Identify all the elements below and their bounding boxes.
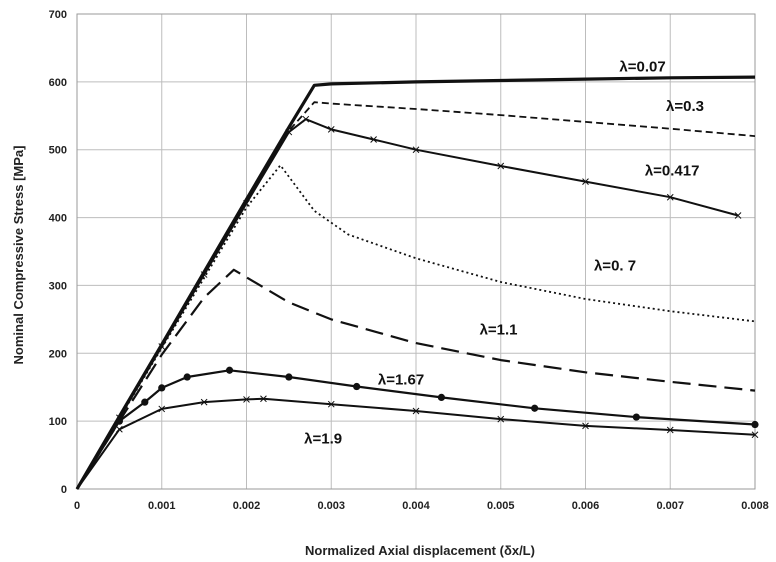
data-point	[260, 395, 267, 403]
data-point	[116, 425, 123, 433]
data-point	[327, 400, 335, 408]
data-point	[437, 393, 446, 401]
x-tick-label: 0.008	[741, 500, 769, 512]
data-point	[158, 384, 166, 392]
series-line	[76, 268, 756, 490]
series-layer	[75, 75, 759, 490]
x-tick-label: 0.001	[148, 500, 176, 512]
data-point	[243, 396, 250, 403]
data-point	[734, 212, 742, 219]
data-point	[115, 417, 123, 425]
series-label: λ=1.1	[480, 321, 518, 338]
data-point	[200, 398, 208, 406]
data-point	[353, 382, 361, 391]
data-point	[632, 413, 640, 421]
data-point	[285, 128, 293, 136]
data-point	[666, 193, 674, 201]
series-labels: λ=0.07 λ=0.3 λ=0.417 λ=0. 7 λ=1.1 λ=1.67 λ=1.9	[304, 59, 704, 448]
data-point	[582, 422, 589, 430]
x-tick-label: 0.004	[402, 500, 430, 512]
x-tick-label: 0.006	[572, 500, 600, 512]
x-tick-label: 0.005	[487, 500, 515, 512]
data-point	[200, 271, 208, 278]
y-axis-title: Nominal Compressive Stress [MPa]	[11, 146, 26, 365]
data-point	[141, 398, 149, 406]
data-point	[412, 146, 420, 154]
data-point	[751, 420, 759, 429]
data-point	[497, 162, 505, 170]
data-point	[285, 373, 293, 381]
x-tick-label: 0	[74, 500, 80, 512]
series-label: λ=1.67	[378, 372, 424, 389]
data-point	[183, 373, 191, 381]
y-tick-label: 300	[49, 280, 67, 292]
series-line	[76, 397, 756, 490]
data-point	[225, 366, 234, 374]
y-tick-label: 600	[49, 77, 67, 89]
y-tick-label: 400	[49, 213, 67, 225]
y-tick-label: 100	[49, 416, 67, 428]
data-point	[412, 407, 420, 415]
data-point	[497, 415, 505, 423]
series-line	[76, 369, 756, 490]
y-tick-label: 0	[61, 484, 67, 496]
y-tick-label: 700	[49, 9, 67, 21]
data-point	[531, 404, 539, 412]
y-tick-label: 500	[49, 145, 67, 157]
x-tick-label: 0.002	[233, 500, 261, 512]
x-axis-title: Normalized Axial displacement (δx/L)	[305, 543, 535, 558]
series-label: λ=0.417	[645, 163, 700, 180]
series-label: λ=0.07	[619, 59, 665, 76]
data-point	[582, 178, 589, 185]
series-label: λ=1.9	[304, 431, 342, 448]
series-label: λ=0.3	[666, 98, 704, 115]
data-point	[751, 431, 759, 439]
data-point	[370, 136, 377, 143]
series-line	[76, 118, 739, 490]
data-point	[302, 115, 310, 123]
data-point	[158, 405, 166, 413]
axes: 0 0.001 0.002 0.003 0.004 0.005 0.006 0.007 0.00…	[49, 9, 769, 512]
x-tick-label: 0.007	[656, 500, 684, 512]
plot-frame	[76, 13, 756, 490]
x-tick-label: 0.003	[317, 500, 345, 512]
data-point	[666, 426, 674, 434]
y-tick-label: 200	[49, 348, 67, 360]
data-point	[327, 126, 335, 133]
series-label: λ=0. 7	[594, 258, 636, 275]
